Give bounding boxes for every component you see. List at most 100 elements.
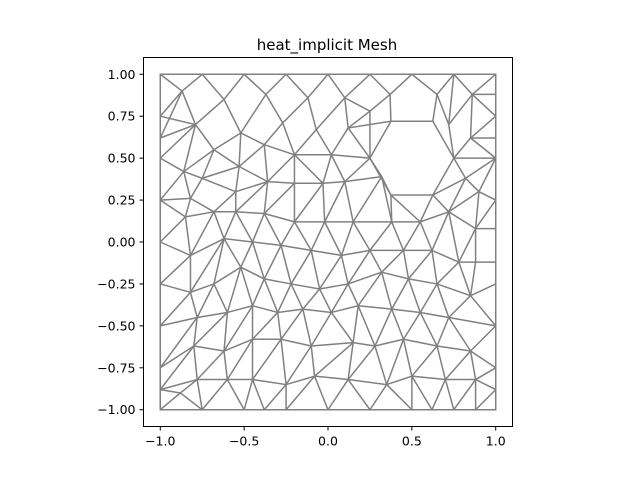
mesh-edge	[302, 288, 321, 310]
mesh-edge	[369, 73, 391, 96]
mesh-edge	[390, 194, 421, 223]
mesh-edge	[436, 283, 472, 297]
mesh-edge	[280, 244, 292, 285]
mesh-edge	[159, 241, 192, 257]
x-axis: −1.0 −0.5 0.0 0.5 1.0	[145, 426, 506, 449]
mesh-edge	[240, 241, 254, 268]
mesh-edge	[189, 237, 225, 294]
mesh-edge	[213, 283, 229, 314]
mesh-edge	[315, 128, 333, 156]
y-tick-label: −1.00	[97, 402, 135, 417]
mesh-edge	[196, 378, 203, 411]
mesh-edge	[280, 338, 312, 347]
mesh-edge	[189, 177, 203, 200]
mesh-edge	[347, 271, 383, 285]
y-tick-label: 0.25	[108, 193, 136, 208]
mesh-edge	[201, 73, 225, 101]
mesh-edge	[238, 143, 266, 168]
mesh-edge	[310, 311, 333, 347]
mesh-edge	[293, 154, 324, 185]
mesh-edge	[263, 143, 269, 183]
mesh-edge	[340, 249, 371, 257]
mesh-edge	[238, 165, 269, 183]
mesh-edge	[322, 154, 333, 185]
mesh-edge	[251, 378, 266, 411]
mesh-edge	[201, 149, 215, 180]
mesh-edge	[226, 378, 245, 411]
mesh-edge	[281, 97, 309, 124]
mesh-edge	[159, 157, 185, 173]
mesh-edge	[347, 283, 359, 307]
mesh-edge	[310, 249, 321, 290]
mesh-edge	[159, 316, 198, 369]
mesh-edge	[189, 211, 215, 257]
mesh-edge	[411, 375, 447, 381]
mesh-edge	[419, 221, 433, 252]
mesh-edge	[159, 388, 182, 394]
mesh-edge	[347, 249, 371, 285]
mesh-edge	[223, 98, 242, 134]
mesh-edge	[390, 308, 421, 314]
mesh-edge	[347, 378, 388, 386]
mesh-edge	[235, 211, 266, 215]
mesh-edge	[330, 127, 349, 156]
mesh-edge	[213, 190, 237, 213]
mesh-edge	[226, 304, 254, 314]
mesh-edge	[390, 278, 410, 310]
mesh-edge	[407, 278, 438, 285]
mesh-edge	[357, 304, 376, 347]
mesh-edge	[240, 93, 267, 134]
mesh-edge	[448, 190, 480, 213]
mesh-edge	[390, 194, 393, 223]
mesh-edge	[251, 304, 279, 314]
mesh-edge	[469, 115, 497, 139]
mesh-edge	[380, 271, 393, 310]
hole-edge	[369, 157, 392, 196]
mesh-edge	[201, 165, 240, 180]
mesh-edge	[453, 157, 467, 180]
mesh-edge	[194, 123, 215, 151]
mesh-edge	[444, 378, 455, 411]
mesh-edge	[330, 154, 346, 183]
mesh-edge	[431, 249, 438, 285]
mesh-edge	[194, 98, 225, 126]
mesh-edge	[352, 304, 359, 344]
mesh-edge	[285, 73, 309, 99]
mesh-edge	[458, 227, 477, 263]
mesh-edge	[184, 197, 192, 218]
mesh-edge	[276, 283, 292, 314]
mesh-edge	[389, 73, 413, 96]
x-tick-label: 1.0	[486, 434, 506, 449]
mesh-edge	[453, 137, 472, 159]
mesh-edge	[344, 97, 371, 112]
mesh-edge	[380, 271, 410, 280]
mesh-edge	[436, 316, 450, 347]
mesh-edge	[478, 190, 497, 201]
mesh-edge	[251, 241, 266, 280]
mesh-edge	[240, 266, 254, 307]
mesh-edge	[402, 338, 413, 377]
mesh-edge	[431, 211, 450, 252]
mesh-edge	[263, 278, 292, 285]
x-tick-label: 0.5	[402, 434, 422, 449]
mesh-edge	[263, 122, 284, 146]
mesh-edge	[293, 221, 312, 252]
mesh-edge	[235, 180, 269, 193]
mesh-edge	[223, 350, 229, 381]
mesh-edge	[251, 311, 279, 341]
mesh-edge	[469, 93, 473, 139]
mesh-edge	[469, 261, 477, 297]
mesh-edge	[183, 149, 215, 173]
mesh-edge	[344, 157, 371, 183]
mesh-edge	[193, 345, 225, 352]
hole-edge	[432, 157, 455, 196]
x-tick-label: −1.0	[145, 434, 175, 449]
mesh-edge	[419, 194, 434, 223]
mesh-edge	[263, 212, 296, 223]
mesh-edge	[344, 175, 383, 183]
mesh-edge	[285, 375, 316, 386]
mesh-edge	[411, 375, 433, 411]
y-tick-label: 0.00	[108, 235, 136, 250]
mesh-edge	[318, 283, 349, 290]
y-axis: 1.00 0.75 0.50 0.25 0.00 −0.25 −0.50 −0.75 −1.00	[97, 67, 144, 417]
